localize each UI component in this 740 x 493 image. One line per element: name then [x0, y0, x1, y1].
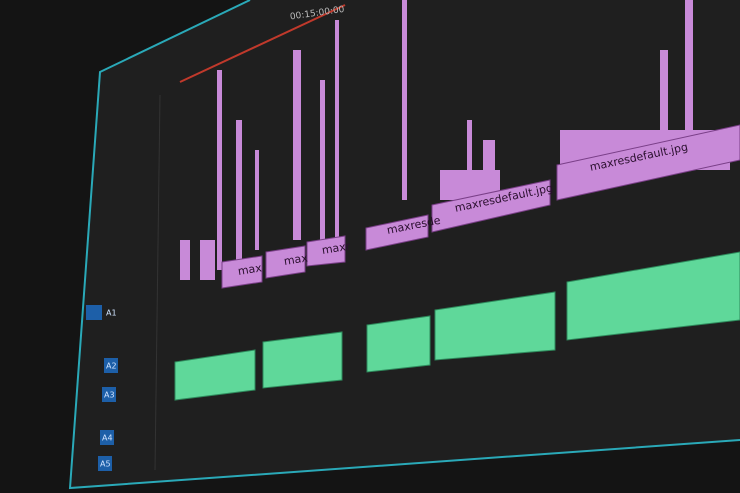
track-label: A5 [100, 460, 111, 469]
track-label: A1 [106, 309, 117, 318]
clip-label: maxr [321, 240, 352, 257]
audio-clips [174, 251, 740, 401]
track-label: A2 [106, 362, 117, 371]
clip-label: max [237, 261, 263, 278]
video-clips [221, 124, 740, 289]
track-header-divider [154, 94, 161, 471]
clip-label: max [283, 251, 309, 268]
panel-border [68, 0, 740, 490]
track-targets [86, 305, 118, 471]
work-area-bar [179, 4, 346, 83]
track-label: A3 [104, 391, 115, 400]
track-label: A4 [102, 434, 113, 443]
